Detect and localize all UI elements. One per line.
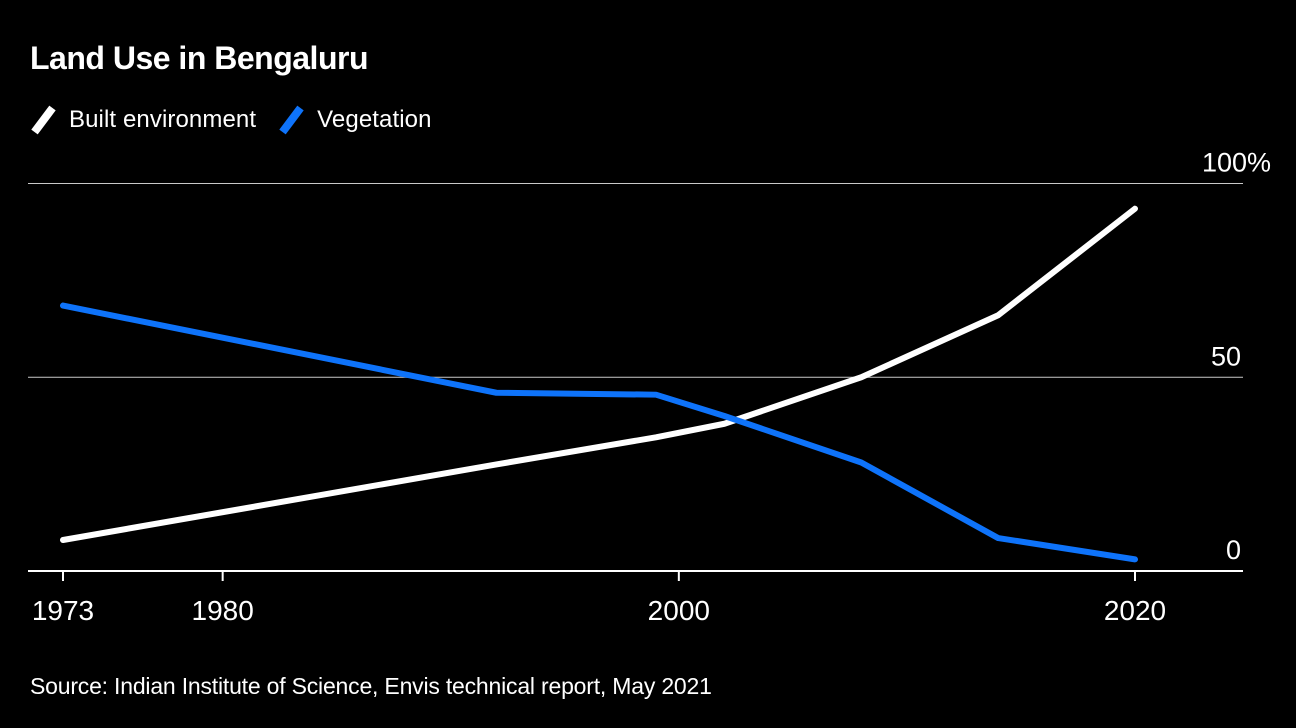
- x-axis-tick-label: 1980: [192, 595, 254, 626]
- legend-item-built-environment: Built environment: [30, 104, 256, 136]
- source-note: Source: Indian Institute of Science, Env…: [30, 673, 712, 699]
- legend: Built environment Vegetation: [30, 102, 432, 138]
- series-line-vegetation: [60, 302, 1138, 563]
- x-axis-tick-label: 1973: [32, 595, 94, 626]
- chart-title: Land Use in Bengaluru: [30, 40, 368, 76]
- legend-item-vegetation: Vegetation: [278, 104, 431, 136]
- legend-label-vegetation: Vegetation: [317, 106, 432, 133]
- line-swatch-icon: [279, 105, 304, 135]
- line-swatch-icon: [31, 105, 56, 135]
- x-axis-tick-label: 2020: [1104, 595, 1166, 626]
- y-axis-label: 50: [1211, 341, 1241, 371]
- y-axis-label: 100%: [1202, 148, 1271, 178]
- x-axis-tick-label: 2000: [648, 595, 710, 626]
- series-line-built-environment: [60, 205, 1138, 543]
- line-swatch-stroke: [31, 105, 56, 135]
- line-swatch-stroke: [279, 105, 304, 135]
- y-axis-label: 0: [1226, 535, 1241, 565]
- legend-label-built-environment: Built environment: [69, 106, 257, 133]
